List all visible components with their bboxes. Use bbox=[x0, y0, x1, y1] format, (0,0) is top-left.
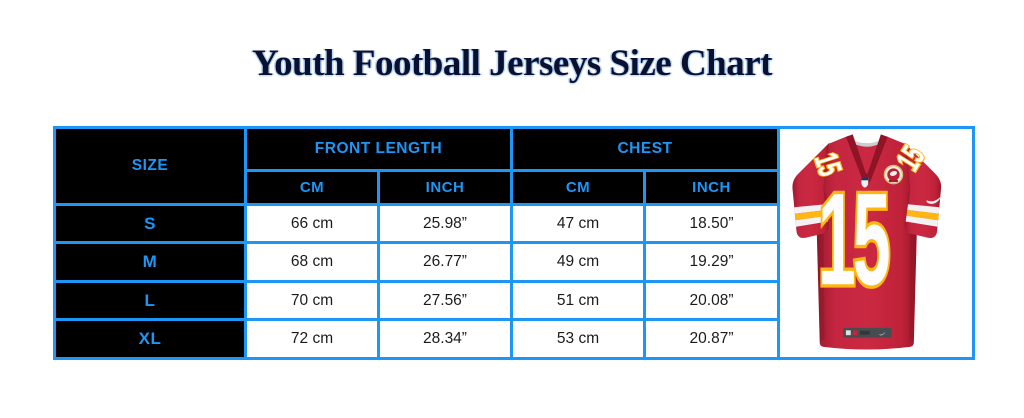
sleeve-stripe-white bbox=[905, 215, 939, 227]
front-length-inch: 27.56” bbox=[377, 280, 513, 322]
table-row: S 66 cm 25.98” 47 cm 18.50” bbox=[53, 203, 974, 245]
chest-cm: 49 cm bbox=[510, 241, 646, 283]
front-length-inch: 28.34” bbox=[377, 318, 513, 360]
sleeve-stripe-white bbox=[794, 204, 827, 214]
size-label: L bbox=[53, 280, 247, 322]
jock-tag bbox=[843, 327, 892, 338]
header-chest: CHEST bbox=[509, 126, 781, 172]
table-row: M 68 cm 26.77” 49 cm 19.29” bbox=[53, 241, 974, 283]
chest-cm: 47 cm bbox=[510, 203, 646, 245]
subheader-front-inch: INCH bbox=[377, 168, 513, 206]
nike-swoosh-icon bbox=[926, 195, 942, 204]
chest-inch: 19.29” bbox=[642, 241, 781, 283]
header-front-length: FRONT LENGTH bbox=[244, 126, 513, 172]
front-length-cm: 72 cm bbox=[244, 318, 380, 360]
page-title: Youth Football Jerseys Size Chart bbox=[252, 43, 772, 84]
header-size: SIZE bbox=[53, 126, 247, 206]
sleeve-stripe-gold bbox=[794, 210, 828, 221]
subheader-front-cm: CM bbox=[244, 168, 380, 206]
jersey-product-image: 15 15 15 bbox=[780, 129, 972, 357]
front-length-cm: 68 cm bbox=[244, 241, 380, 283]
collar-back-strip bbox=[847, 137, 886, 147]
svg-text:15: 15 bbox=[818, 168, 889, 314]
table-row: XL 72 cm 28.34” 53 cm 20.87” bbox=[53, 318, 974, 360]
chest-cm: 51 cm bbox=[510, 280, 646, 322]
subheader-chest-inch: INCH bbox=[642, 168, 781, 206]
jersey-torso bbox=[816, 136, 917, 350]
front-length-cm: 70 cm bbox=[244, 280, 380, 322]
chest-inch: 18.50” bbox=[642, 203, 781, 245]
nfl-shield-icon bbox=[861, 177, 869, 188]
front-length-inch: 26.77” bbox=[377, 241, 513, 283]
sleeve-stripe-white bbox=[907, 204, 940, 214]
chest-number: 15 bbox=[815, 165, 894, 315]
size-label: S bbox=[53, 203, 247, 245]
front-length-cm: 66 cm bbox=[244, 203, 380, 245]
subheader-chest-cm: CM bbox=[510, 168, 646, 206]
size-label: M bbox=[53, 241, 247, 283]
team-patch-icon bbox=[883, 164, 904, 185]
jersey-image-cell: 15 15 15 bbox=[777, 126, 976, 360]
table-row: L 70 cm 27.56” 51 cm 20.08” bbox=[53, 280, 974, 322]
chest-cm: 53 cm bbox=[510, 318, 646, 360]
jersey-seam bbox=[904, 144, 911, 226]
collar-v-band bbox=[845, 134, 888, 185]
jersey-seam bbox=[823, 144, 830, 226]
chest-inch: 20.08” bbox=[642, 280, 781, 322]
size-label: XL bbox=[53, 318, 247, 360]
front-length-inch: 25.98” bbox=[377, 203, 513, 245]
sleeve-stripe-gold bbox=[906, 210, 939, 221]
chest-inch: 20.87” bbox=[642, 318, 781, 360]
sleeve-stripe-white bbox=[795, 215, 828, 227]
jersey-illustration: 15 15 15 bbox=[792, 134, 942, 350]
size-chart-table: SIZE FRONT LENGTH CHEST bbox=[53, 126, 976, 360]
